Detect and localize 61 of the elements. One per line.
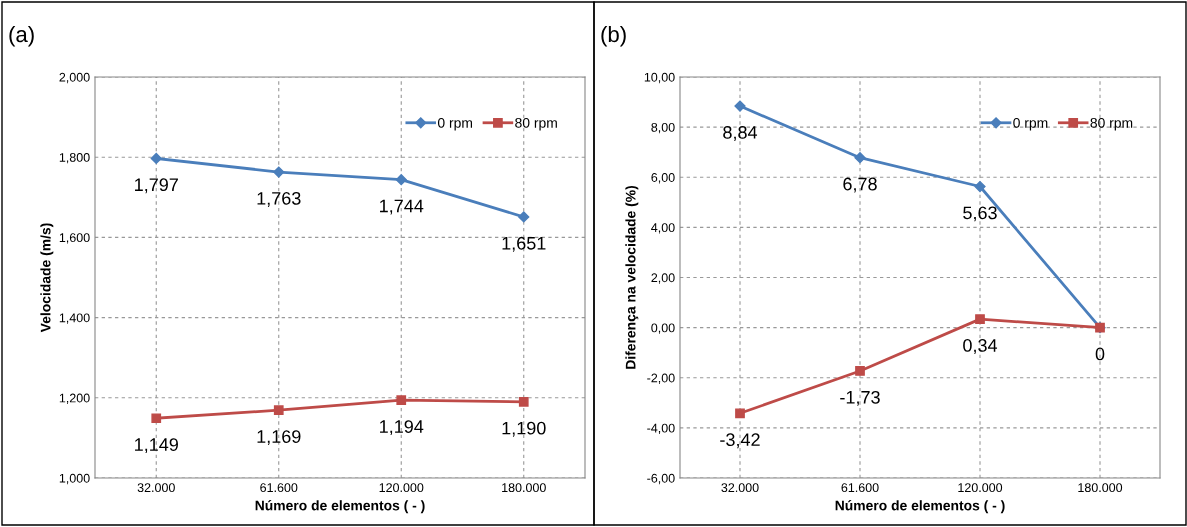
point (396, 395, 407, 406)
x-tick-label: 120.000 (958, 483, 1003, 493)
x-tick-label: 32.000 (137, 483, 175, 493)
data-label: 6,78 (843, 177, 877, 193)
point (273, 166, 285, 178)
data-label: 0,34 (963, 339, 998, 354)
y-tick-label: 4,00 (651, 223, 675, 234)
x-tick-label: 61.600 (841, 483, 879, 493)
data-label: 1,194 (380, 420, 424, 436)
y-axis-title: Diferença na velocidade (%) (625, 185, 639, 369)
y-tick-label: 1,800 (59, 153, 90, 164)
data-label: -1,73 (840, 390, 880, 406)
point (395, 174, 407, 186)
x-tick-label: 61.600 (260, 483, 298, 493)
y-tick-label: 1,400 (59, 313, 90, 324)
x-tick-label: 120.000 (379, 483, 424, 493)
x-tick-label: 180.000 (502, 483, 546, 493)
point (975, 314, 985, 324)
x-tick-label: 32.000 (721, 483, 759, 493)
point (735, 408, 745, 419)
legend-label: 80 rpm (1090, 117, 1133, 131)
point (150, 152, 162, 165)
data-label: 1,651 (502, 236, 546, 252)
data-label: 1,744 (380, 199, 424, 215)
legend-label: 80 rpm (515, 117, 557, 131)
x-axis-title: Número de elementos ( - ) (835, 500, 1005, 514)
y-axis-title: Velocidade (m/s) (40, 223, 54, 333)
y-tick-label: 0,00 (651, 323, 675, 334)
point (273, 405, 284, 416)
y-tick-label: 2,00 (651, 273, 675, 284)
data-label: 1,190 (502, 421, 546, 437)
point (854, 152, 866, 164)
point (518, 396, 529, 407)
point (855, 366, 865, 376)
y-tick-label: -4,00 (647, 423, 675, 434)
y-tick-label: -6,00 (647, 473, 675, 485)
point (518, 211, 530, 223)
y-tick-label: 8,00 (651, 122, 675, 134)
y-tick-label: -2,00 (647, 373, 675, 384)
y-tick-label: 10,00 (644, 72, 675, 84)
chart-title: (a) (9, 25, 34, 47)
y-tick-label: 1,000 (59, 473, 90, 485)
data-label: 1,169 (257, 430, 301, 446)
y-tick-label: 2,000 (59, 72, 90, 84)
point (974, 180, 986, 193)
data-label: 1,763 (257, 191, 301, 207)
data-label: 0 (1095, 347, 1105, 361)
y-tick-label: 6,00 (651, 173, 675, 184)
data-label: 1,797 (135, 178, 178, 194)
chart-title: (b) (601, 25, 626, 47)
y-tick-label: 1,600 (59, 233, 90, 244)
point (151, 413, 162, 424)
data-label: 8,84 (723, 125, 758, 141)
data-label: -3,42 (720, 433, 760, 449)
legend-label: 0 rpm (1013, 117, 1048, 131)
data-label: 5,63 (963, 206, 997, 222)
data-label: 1,149 (135, 438, 178, 454)
x-tick-label: 180.000 (1078, 483, 1123, 493)
y-tick-label: 1,200 (59, 393, 90, 404)
x-axis-title: Número de elementos ( - ) (255, 500, 425, 514)
legend-label: 0 rpm (437, 117, 472, 131)
